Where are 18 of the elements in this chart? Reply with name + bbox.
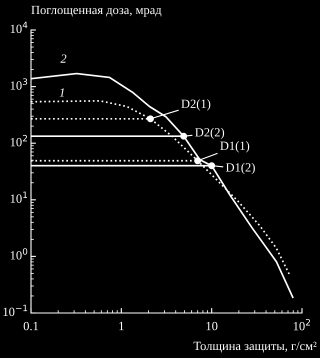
annotation: D2(2): [195, 128, 224, 140]
x-tick-label: 10$^{2}$: [294, 318, 310, 330]
y-axis-title: Поглощенная доза, мрад: [31, 6, 162, 17]
y-tick-label: 10$^{1}$: [10, 192, 28, 203]
y-tick-label: 10$^{0}$: [10, 248, 28, 260]
y-tick-label: 10$^{3}$: [10, 78, 28, 90]
annotation: D1(1): [220, 141, 250, 153]
y-tick-label: 10$^{2}$: [10, 134, 27, 146]
x-tick-label: 1: [119, 322, 124, 330]
annotation: D1(2): [226, 162, 255, 174]
y-tick-label: 10$^{4}$: [10, 22, 28, 34]
y-tick-label: 10$^{−1}$: [4, 304, 28, 316]
annotation: 1: [59, 88, 64, 97]
x-tick-label: 0.1: [24, 322, 38, 330]
x-tick-label: 10: [206, 322, 218, 330]
annotation: D2(1): [181, 99, 210, 111]
x-axis-title: Толщина защиты, г/см²: [194, 342, 317, 353]
annotation: 2: [60, 54, 66, 63]
